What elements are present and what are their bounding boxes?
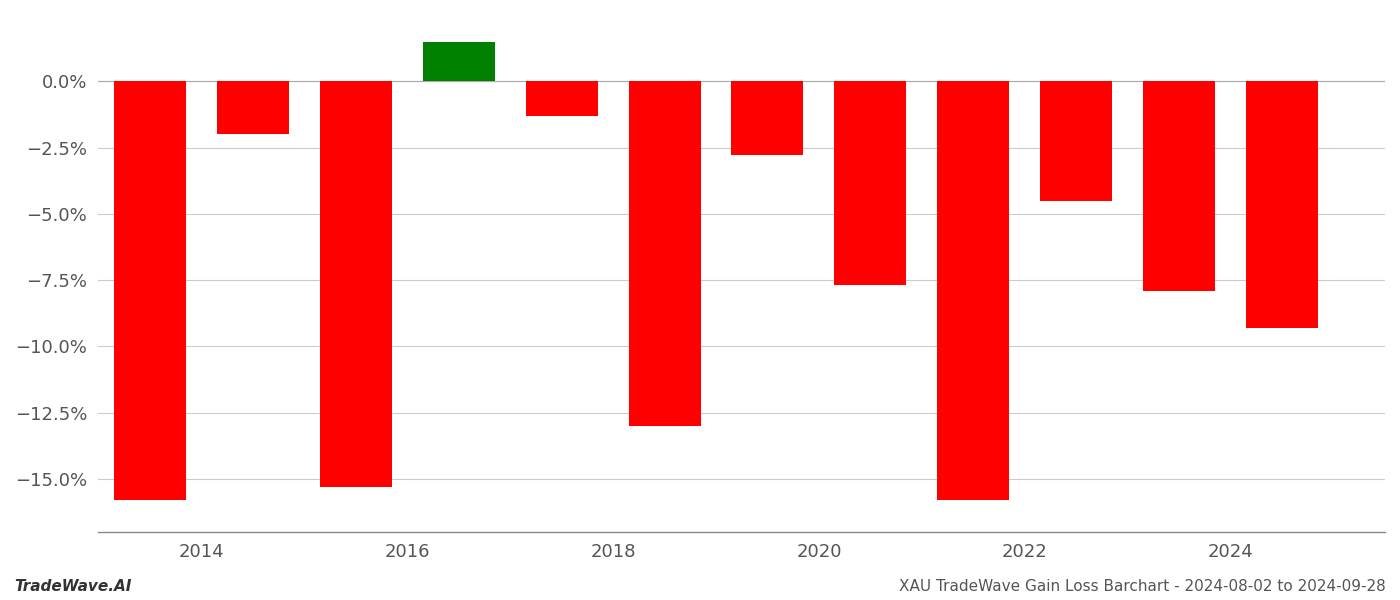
- Bar: [319, 81, 392, 487]
- Bar: [834, 81, 906, 286]
- Bar: [423, 41, 494, 81]
- Bar: [1040, 81, 1112, 200]
- Bar: [937, 81, 1009, 500]
- Bar: [1144, 81, 1215, 290]
- Text: XAU TradeWave Gain Loss Barchart - 2024-08-02 to 2024-09-28: XAU TradeWave Gain Loss Barchart - 2024-…: [899, 579, 1386, 594]
- Bar: [217, 81, 288, 134]
- Bar: [1246, 81, 1319, 328]
- Bar: [525, 81, 598, 116]
- Bar: [113, 81, 186, 500]
- Bar: [629, 81, 700, 426]
- Text: TradeWave.AI: TradeWave.AI: [14, 579, 132, 594]
- Bar: [731, 81, 804, 155]
